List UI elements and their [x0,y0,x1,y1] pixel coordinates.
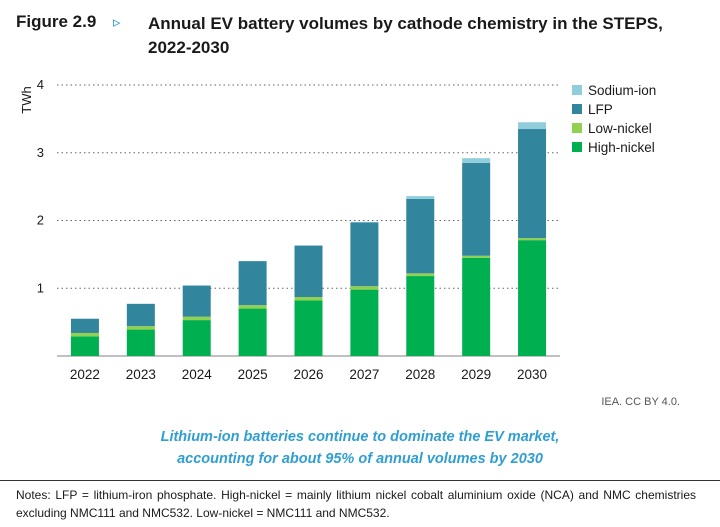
legend-swatch-lfp [572,104,582,114]
subtitle-line-1: Lithium-ion batteries continue to domina… [160,429,560,445]
legend-label-low-nickel: Low-nickel [588,121,652,136]
figure-label: Figure 2.9 [16,12,97,31]
legend-swatch-low-nickel [572,123,582,133]
bar-high-nickel-2024 [182,320,211,356]
bar-lfp-2026 [294,245,323,298]
bar-high-nickel-2027 [350,289,379,356]
chart-subtitle: Lithium-ion batteries continue to domina… [0,426,720,470]
y-tick-label: 3 [37,145,44,160]
legend-label-high-nickel: High-nickel [588,140,655,155]
bar-lfp-2024 [182,285,211,317]
y-tick-label: 4 [37,77,44,92]
legend-swatch-high-nickel [572,142,582,152]
credit-text: IEA. CC BY 4.0. [601,396,680,408]
bar-low-nickel-2025 [238,305,267,309]
bar-low-nickel-2029 [462,255,491,258]
bar-lfp-2022 [70,318,99,333]
bar-sodium-ion-2027 [350,221,379,223]
bar-high-nickel-2029 [462,257,491,356]
x-tick-label: 2025 [238,367,268,382]
bar-low-nickel-2022 [70,332,99,337]
subtitle-line-2: accounting for about 95% of annual volum… [177,451,543,467]
bar-low-nickel-2023 [126,326,155,330]
bar-high-nickel-2022 [70,336,99,356]
x-tick-label: 2029 [461,367,491,382]
bar-high-nickel-2026 [294,300,323,356]
x-tick-label: 2028 [405,367,435,382]
x-tick-label: 2022 [70,367,100,382]
bar-sodium-ion-2030 [518,122,547,130]
bar-lfp-2027 [350,222,379,287]
bar-lfp-2030 [518,129,547,239]
x-tick-label: 2024 [182,367,213,382]
bar-lfp-2028 [406,198,435,274]
bar-low-nickel-2030 [518,238,547,241]
bar-high-nickel-2023 [126,329,155,356]
figure-arrow-icon: ▹ [113,14,121,31]
bar-low-nickel-2026 [294,297,323,301]
bar-sodium-ion-2029 [462,158,491,163]
chart-title: Annual EV battery volumes by cathode che… [148,14,663,57]
notes-text: Notes: LFP = lithium-iron phosphate. Hig… [16,488,696,520]
x-tick-label: 2026 [293,367,323,382]
legend-label-sodium-ion: Sodium-ion [588,83,656,98]
x-tick-label: 2027 [349,367,379,382]
bar-low-nickel-2027 [350,286,379,290]
bar-high-nickel-2025 [238,308,267,356]
y-axis-label: TWh [19,86,34,113]
x-tick-label: 2030 [517,367,547,382]
bar-lfp-2029 [462,162,491,256]
bar-lfp-2025 [238,261,267,306]
x-tick-label: 2023 [126,367,156,382]
legend-swatch-sodium-ion [572,85,582,95]
y-tick-label: 1 [37,280,44,295]
y-tick-label: 2 [37,213,44,228]
bar-lfp-2023 [126,303,155,327]
bar-low-nickel-2024 [182,316,211,321]
notes-divider [0,480,720,481]
bar-high-nickel-2028 [406,276,435,356]
bar-high-nickel-2030 [518,240,547,356]
bar-sodium-ion-2028 [406,196,435,199]
legend-label-lfp: LFP [588,102,613,117]
bar-low-nickel-2028 [406,273,435,277]
